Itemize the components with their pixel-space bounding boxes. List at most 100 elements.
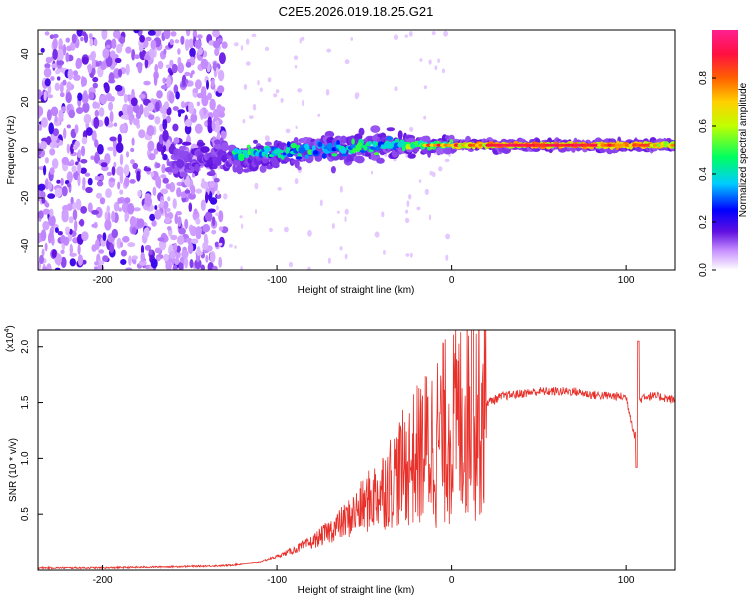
heatmap-cell xyxy=(245,61,251,66)
heatmap-cell xyxy=(92,82,99,89)
heatmap-cell xyxy=(233,148,239,153)
heatmap-cell xyxy=(162,177,169,184)
heatmap-cell xyxy=(177,62,185,74)
heatmap-cell xyxy=(214,47,220,57)
heatmap-cell xyxy=(381,211,385,218)
heatmap-cell xyxy=(144,196,153,207)
heatmap-cell xyxy=(113,161,117,168)
heatmap-cell xyxy=(408,194,412,200)
heatmap-cell xyxy=(130,147,135,153)
snr-y-axis: 0.5 1.0 1.5 2.0 xyxy=(20,339,43,521)
heatmap-cell xyxy=(162,153,168,161)
heatmap-cell xyxy=(115,142,124,154)
heatmap-cell xyxy=(65,52,70,63)
heatmap-cell xyxy=(120,249,127,257)
snr-panel: -200 -100 0 100 0.5 1.0 1.5 2.0 Height of stra… xyxy=(4,325,676,596)
heatmap-cell xyxy=(288,261,294,268)
heatmap-cell xyxy=(137,190,142,198)
heatmap-cell xyxy=(154,205,158,210)
heatmap-cell xyxy=(50,76,55,81)
heatmap-cell xyxy=(124,211,130,221)
heatmap-cell xyxy=(394,138,400,143)
colorbar: 0.0 0.2 0.4 0.6 0.8 Normalized spectral ampl… xyxy=(698,30,749,277)
heatmap-cell xyxy=(119,123,126,134)
heatmap-cell xyxy=(93,116,100,129)
heatmap-cell xyxy=(95,176,101,181)
heatmap-cell xyxy=(194,123,203,134)
colorbar-tick-label: 0.4 xyxy=(698,167,709,181)
heatmap-cell xyxy=(54,114,58,123)
heatmap-cell xyxy=(184,218,189,230)
heatmap-cell xyxy=(80,206,87,214)
heatmap-cell xyxy=(154,247,161,254)
heatmap-cell xyxy=(49,34,55,39)
colorbar-gradient xyxy=(712,30,738,270)
heatmap-cell xyxy=(312,150,318,155)
heatmap-cell xyxy=(242,149,247,154)
heatmap-y-tick-label: 20 xyxy=(20,96,31,108)
heatmap-cell xyxy=(185,79,189,84)
heatmap-cell xyxy=(173,137,180,144)
heatmap-cell xyxy=(73,70,78,76)
heatmap-cell xyxy=(404,34,408,38)
heatmap-cell xyxy=(200,58,209,70)
heatmap-cell xyxy=(50,106,59,117)
heatmap-cell xyxy=(104,83,110,94)
snr-series-line xyxy=(38,330,675,570)
heatmap-cell xyxy=(87,177,93,186)
heatmap-cell xyxy=(196,246,201,257)
heatmap-cell xyxy=(192,88,199,94)
heatmap-cell xyxy=(202,242,209,251)
heatmap-cell xyxy=(220,130,226,138)
heatmap-cell xyxy=(127,242,136,248)
heatmap-cell xyxy=(102,232,107,242)
heatmap-cell xyxy=(206,79,209,90)
heatmap-cell xyxy=(77,174,81,187)
heatmap-cell xyxy=(344,253,348,260)
heatmap-cell xyxy=(127,203,135,215)
heatmap-cell xyxy=(104,219,112,231)
heatmap-cell xyxy=(339,185,343,193)
heatmap-cell xyxy=(295,156,303,160)
heatmap-cell xyxy=(185,30,191,37)
heatmap-cell xyxy=(94,266,98,270)
heatmap-cell xyxy=(162,112,167,120)
heatmap-cell xyxy=(42,266,48,270)
heatmap-cell xyxy=(179,171,188,178)
heatmap-cell xyxy=(120,241,123,248)
heatmap-cell xyxy=(160,84,169,90)
heatmap-cell xyxy=(184,189,191,194)
heatmap-cell xyxy=(136,170,141,182)
heatmap-cell xyxy=(169,38,174,46)
heatmap-cell xyxy=(95,192,103,199)
heatmap-cell xyxy=(193,208,198,215)
heatmap-cell xyxy=(327,257,331,264)
heatmap-cell xyxy=(285,128,291,134)
heatmap-cell xyxy=(90,155,95,160)
heatmap-cell xyxy=(160,188,169,195)
heatmap-cell xyxy=(428,214,432,221)
heatmap-cell xyxy=(66,104,72,111)
colorbar-tick-label: 0.0 xyxy=(698,263,709,277)
heatmap-cell xyxy=(55,69,61,75)
heatmap-cell xyxy=(218,226,224,231)
heatmap-cell xyxy=(264,141,272,146)
heatmap-cell xyxy=(325,89,330,96)
heatmap-cell xyxy=(91,58,96,71)
heatmap-cell xyxy=(172,106,179,111)
heatmap-cell xyxy=(132,118,140,126)
heatmap-cell xyxy=(339,246,343,251)
heatmap-cell xyxy=(264,135,270,142)
heatmap-cell xyxy=(139,104,144,115)
heatmap-cell xyxy=(112,138,117,150)
heatmap-cell xyxy=(147,140,155,152)
heatmap-cell xyxy=(94,261,100,266)
heatmap-cell xyxy=(137,61,143,74)
heatmap-cell xyxy=(340,147,347,154)
heatmap-cell xyxy=(52,38,58,50)
heatmap-cell xyxy=(282,152,287,156)
heatmap-cell xyxy=(38,147,42,155)
heatmap-cell xyxy=(60,249,65,254)
heatmap-cell xyxy=(92,76,99,83)
